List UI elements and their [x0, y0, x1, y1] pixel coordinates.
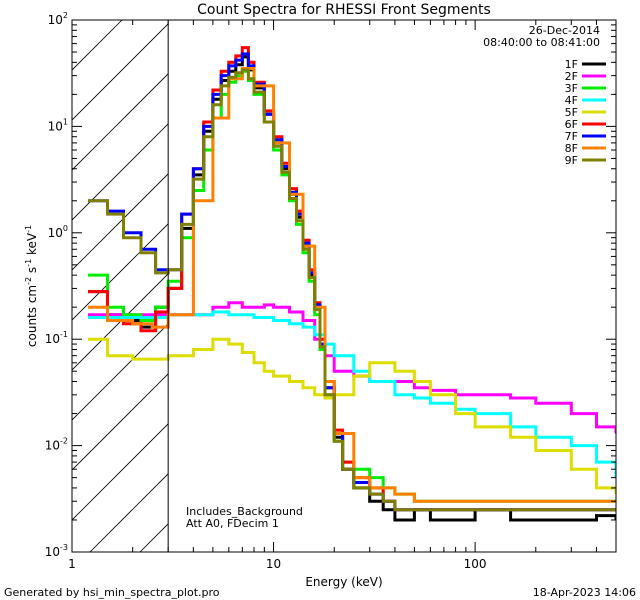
background-note: Includes_Background — [186, 505, 303, 518]
hatch-line — [72, 123, 169, 221]
x-tick-label: 10 — [266, 557, 281, 571]
x-axis-label: Energy (keV) — [305, 575, 382, 589]
attenuator-note: Att A0, FDecim 1 — [186, 517, 279, 530]
time-range-label: 08:40:00 to 08:41:00 — [483, 36, 600, 49]
date-label: 26-Dec-2014 — [529, 24, 600, 37]
hatched-region — [72, 20, 169, 552]
y-tick-label: 100 — [48, 224, 68, 240]
y-tick-label: 101 — [48, 117, 68, 133]
y-tick-label: 10-3 — [45, 543, 68, 559]
legend-label-2F: 2F — [565, 70, 578, 83]
y-tick-label: 102 — [48, 11, 68, 27]
series-line-4F — [88, 310, 616, 478]
plot-frame — [71, 19, 617, 553]
y-tick-label: 10-2 — [45, 437, 68, 453]
hatch-line — [72, 23, 169, 121]
legend-label-3F: 3F — [565, 82, 578, 95]
hatch-line — [72, 373, 169, 471]
series-line-9F — [88, 68, 616, 512]
legend-label-6F: 6F — [565, 118, 578, 131]
hatch-line — [72, 273, 169, 371]
x-tick-label: 100 — [464, 557, 487, 571]
y-tick-label: 10-1 — [45, 330, 68, 346]
hatch-line — [72, 73, 169, 171]
footer-generated-by: Generated by hsi_min_spectra_plot.pro — [4, 586, 220, 599]
legend-label-9F: 9F — [565, 154, 578, 167]
hatch-line — [72, 323, 169, 421]
legend-label-7F: 7F — [565, 130, 578, 143]
series-line-5F — [88, 337, 616, 495]
x-tick-label: 1 — [68, 557, 76, 571]
legend-label-5F: 5F — [565, 106, 578, 119]
hatch-line — [89, 473, 169, 552]
hatch-line — [72, 20, 123, 71]
legend-label-4F: 4F — [565, 94, 578, 107]
legend-label-1F: 1F — [565, 58, 578, 71]
footer-timestamp: 18-Apr-2023 14:06 — [533, 586, 636, 599]
legend-label-8F: 8F — [565, 142, 578, 155]
chart-title: Count Spectra for RHESSI Front Segments — [197, 2, 491, 18]
y-axis-label: counts cm-2 s-1 keV-1 — [24, 225, 39, 347]
hatch-line — [72, 423, 169, 521]
